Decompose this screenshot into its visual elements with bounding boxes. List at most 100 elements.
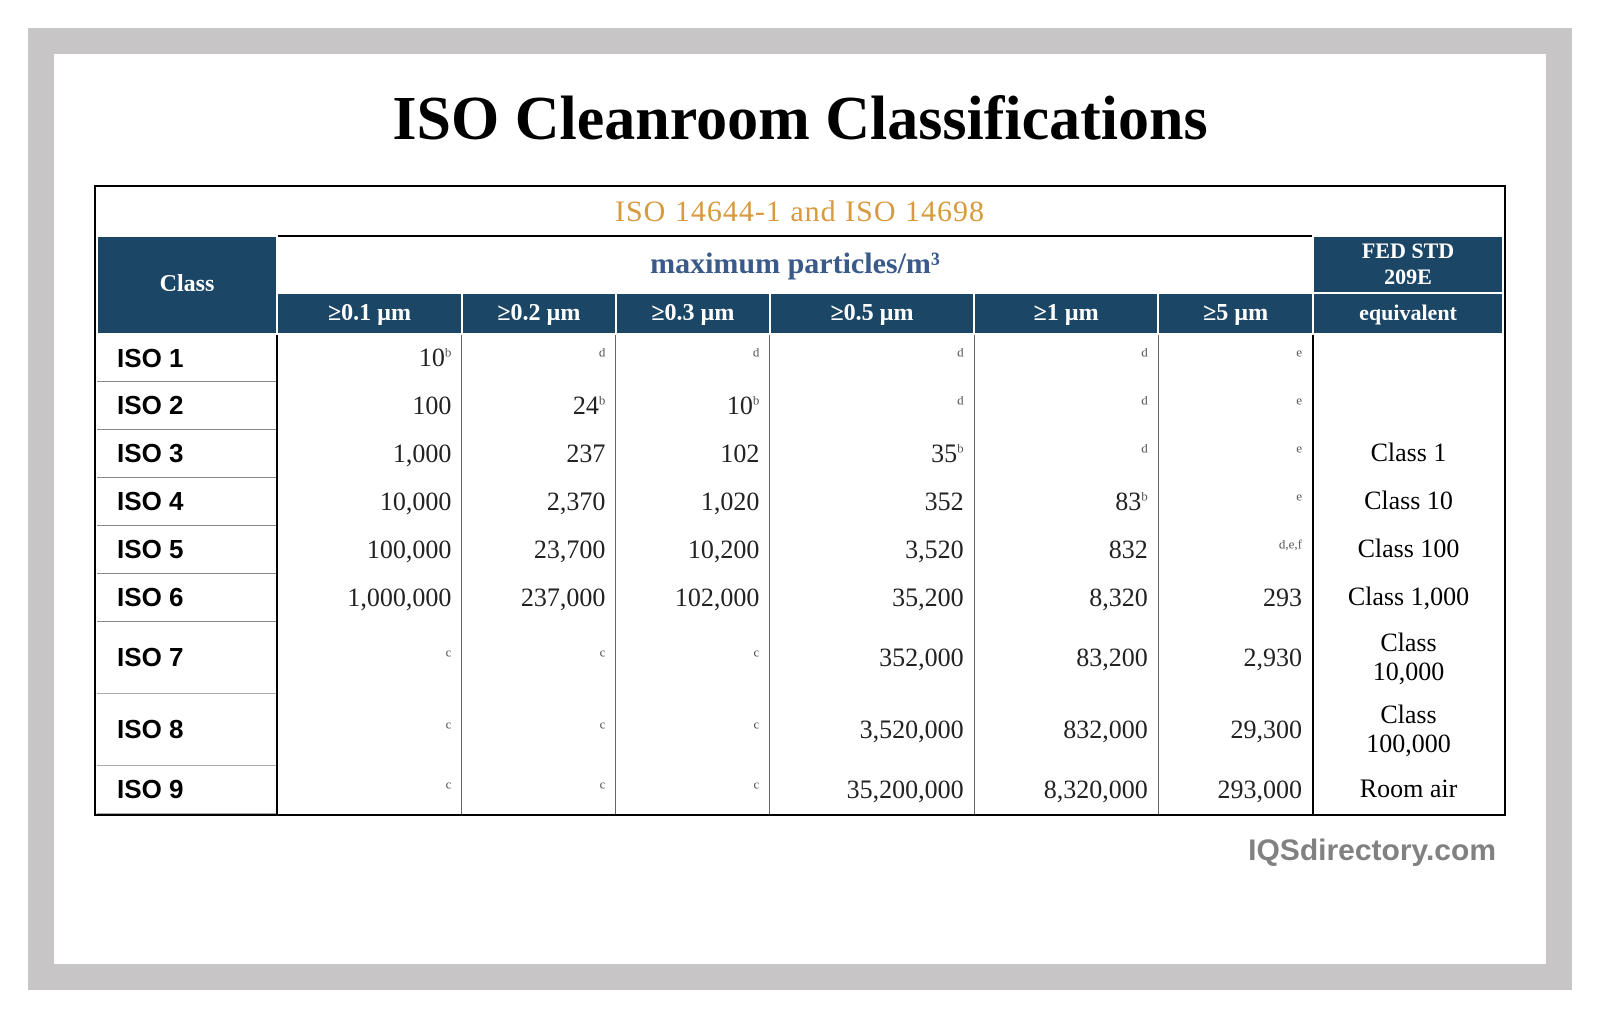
cell-value: 293 bbox=[1158, 574, 1313, 622]
col-header-max-particles: maximum particles/m³ bbox=[277, 236, 1313, 293]
cell-value: e bbox=[1158, 334, 1313, 382]
cell-value: 2,930 bbox=[1158, 622, 1313, 694]
table-container: ISO 14644-1 and ISO 14698 Class maximum … bbox=[94, 185, 1506, 816]
standards-header: ISO 14644-1 and ISO 14698 bbox=[96, 187, 1504, 235]
cell-value: e bbox=[1158, 478, 1313, 526]
cell-value: 35,200,000 bbox=[770, 766, 974, 814]
cell-value: 1,000,000 bbox=[277, 574, 462, 622]
fed-equivalent: Class100,000 bbox=[1313, 694, 1503, 766]
table-row: ISO 410,0002,3701,02035283beClass 10 bbox=[97, 478, 1503, 526]
cell-value: 83,200 bbox=[974, 622, 1158, 694]
fed-line2: 209E bbox=[1384, 264, 1432, 289]
fed-equivalent: Class 1,000 bbox=[1313, 574, 1503, 622]
row-class-label: ISO 4 bbox=[97, 478, 277, 526]
row-class-label: ISO 9 bbox=[97, 766, 277, 814]
cell-value: 83b bbox=[974, 478, 1158, 526]
cell-value: 100 bbox=[277, 382, 462, 430]
cell-value: 29,300 bbox=[1158, 694, 1313, 766]
cell-value: 10,200 bbox=[616, 526, 770, 574]
col-header-size-1: ≥0.2 µm bbox=[462, 293, 616, 334]
col-header-size-2: ≥0.3 µm bbox=[616, 293, 770, 334]
cell-value: 8,320,000 bbox=[974, 766, 1158, 814]
fed-equivalent: Class10,000 bbox=[1313, 622, 1503, 694]
cell-value: d bbox=[770, 382, 974, 430]
cell-value: 102,000 bbox=[616, 574, 770, 622]
row-class-label: ISO 8 bbox=[97, 694, 277, 766]
cell-value: 10b bbox=[616, 382, 770, 430]
cell-value: 100,000 bbox=[277, 526, 462, 574]
cell-value: d,e,f bbox=[1158, 526, 1313, 574]
cell-value: 23,700 bbox=[462, 526, 616, 574]
table-body: ISO 110bddddeISO 210024b10bddeISO 31,000… bbox=[97, 334, 1503, 814]
cell-value: c bbox=[616, 694, 770, 766]
cell-value: 1,000 bbox=[277, 430, 462, 478]
footer-attribution: IQSdirectory.com bbox=[94, 834, 1506, 868]
cell-value: d bbox=[616, 334, 770, 382]
table-row: ISO 210024b10bdde bbox=[97, 382, 1503, 430]
cell-value: 1,020 bbox=[616, 478, 770, 526]
fed-line1: FED STD bbox=[1362, 238, 1454, 263]
cell-value: c bbox=[462, 694, 616, 766]
page-title: ISO Cleanroom Classifications bbox=[94, 84, 1506, 155]
row-class-label: ISO 6 bbox=[97, 574, 277, 622]
cell-value: 293,000 bbox=[1158, 766, 1313, 814]
cell-value: c bbox=[616, 766, 770, 814]
cell-value: e bbox=[1158, 382, 1313, 430]
cell-value: 237,000 bbox=[462, 574, 616, 622]
table-row: ISO 31,00023710235bdeClass 1 bbox=[97, 430, 1503, 478]
row-class-label: ISO 2 bbox=[97, 382, 277, 430]
cell-value: d bbox=[462, 334, 616, 382]
col-header-size-4: ≥1 µm bbox=[974, 293, 1158, 334]
table-row: ISO 8ccc3,520,000832,00029,300Class100,0… bbox=[97, 694, 1503, 766]
cell-value: d bbox=[974, 334, 1158, 382]
row-class-label: ISO 5 bbox=[97, 526, 277, 574]
cell-value: 24b bbox=[462, 382, 616, 430]
table-row: ISO 110bdddde bbox=[97, 334, 1503, 382]
cell-value: 10,000 bbox=[277, 478, 462, 526]
row-class-label: ISO 1 bbox=[97, 334, 277, 382]
col-header-size-3: ≥0.5 µm bbox=[770, 293, 974, 334]
row-class-label: ISO 3 bbox=[97, 430, 277, 478]
cell-value: c bbox=[462, 766, 616, 814]
classification-table: Class maximum particles/m³ FED STD 209E … bbox=[96, 235, 1504, 814]
col-header-fed: FED STD 209E bbox=[1313, 236, 1503, 293]
cell-value: 832 bbox=[974, 526, 1158, 574]
cell-value: d bbox=[974, 430, 1158, 478]
cell-value: d bbox=[770, 334, 974, 382]
cell-value: 3,520,000 bbox=[770, 694, 974, 766]
outer-frame: ISO Cleanroom Classifications ISO 14644-… bbox=[0, 0, 1600, 1018]
row-class-label: ISO 7 bbox=[97, 622, 277, 694]
cell-value: 237 bbox=[462, 430, 616, 478]
fed-equivalent: Room air bbox=[1313, 766, 1503, 814]
cell-value: 10b bbox=[277, 334, 462, 382]
cell-value: 832,000 bbox=[974, 694, 1158, 766]
fed-equivalent: Class 100 bbox=[1313, 526, 1503, 574]
cell-value: c bbox=[462, 622, 616, 694]
content-panel: ISO Cleanroom Classifications ISO 14644-… bbox=[28, 28, 1572, 990]
cell-value: 352 bbox=[770, 478, 974, 526]
cell-value: 3,520 bbox=[770, 526, 974, 574]
cell-value: c bbox=[616, 622, 770, 694]
fed-equivalent bbox=[1313, 334, 1503, 382]
cell-value: 35b bbox=[770, 430, 974, 478]
cell-value: c bbox=[277, 622, 462, 694]
col-header-equivalent: equivalent bbox=[1313, 293, 1503, 334]
col-header-size-0: ≥0.1 µm bbox=[277, 293, 462, 334]
cell-value: c bbox=[277, 766, 462, 814]
cell-value: d bbox=[974, 382, 1158, 430]
table-row: ISO 61,000,000237,000102,00035,2008,3202… bbox=[97, 574, 1503, 622]
cell-value: 8,320 bbox=[974, 574, 1158, 622]
cell-value: 35,200 bbox=[770, 574, 974, 622]
cell-value: 352,000 bbox=[770, 622, 974, 694]
cell-value: 2,370 bbox=[462, 478, 616, 526]
cell-value: 102 bbox=[616, 430, 770, 478]
table-row: ISO 9ccc35,200,0008,320,000293,000Room a… bbox=[97, 766, 1503, 814]
fed-equivalent bbox=[1313, 382, 1503, 430]
col-header-size-5: ≥5 µm bbox=[1158, 293, 1313, 334]
cell-value: e bbox=[1158, 430, 1313, 478]
table-row: ISO 5100,00023,70010,2003,520832d,e,fCla… bbox=[97, 526, 1503, 574]
col-header-class: Class bbox=[97, 236, 277, 334]
cell-value: c bbox=[277, 694, 462, 766]
fed-equivalent: Class 10 bbox=[1313, 478, 1503, 526]
table-row: ISO 7ccc352,00083,2002,930Class10,000 bbox=[97, 622, 1503, 694]
